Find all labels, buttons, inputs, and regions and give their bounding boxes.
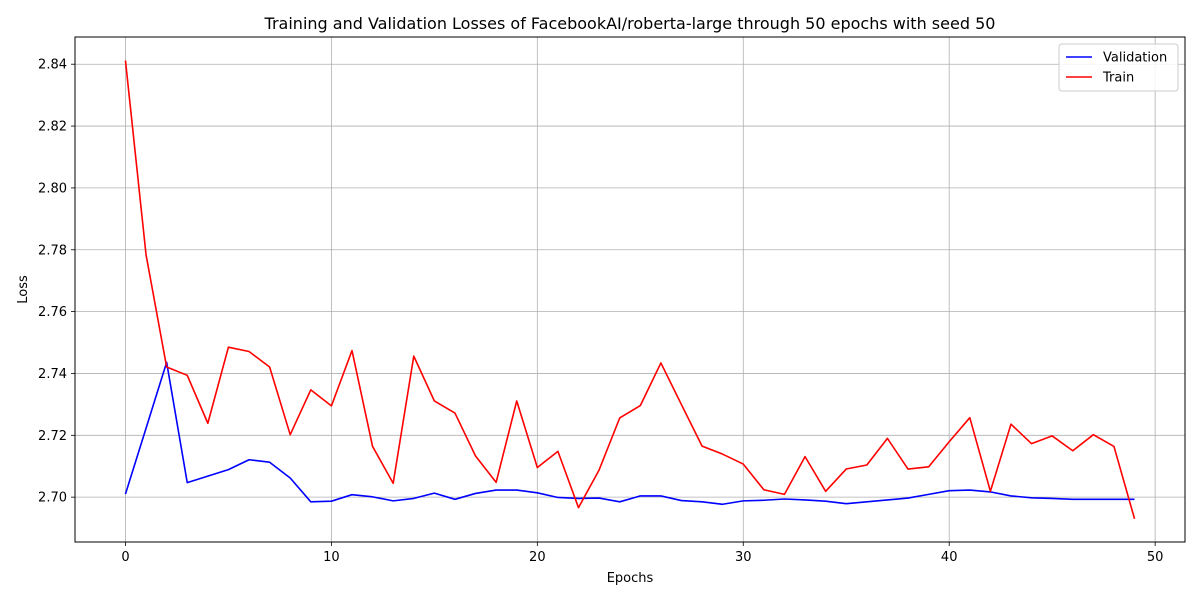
- series-line-validation: [124, 361, 1135, 506]
- x-axis-title: Epochs: [607, 571, 654, 586]
- chart-title: Training and Validation Losses of Facebo…: [264, 14, 996, 33]
- legend-box: [1058, 43, 1179, 92]
- x-tick-label: 40: [941, 550, 958, 565]
- y-tick-label: 2.72: [38, 429, 67, 444]
- x-tick-label: 20: [529, 550, 546, 565]
- x-tick-label: 30: [735, 550, 752, 565]
- legend: Validation Train: [1058, 43, 1179, 92]
- y-tick-label: 2.78: [38, 243, 67, 258]
- legend-label-train: Train: [1102, 71, 1134, 86]
- y-tick-label: 2.84: [38, 58, 67, 73]
- x-tick-label: 0: [121, 550, 129, 565]
- plot-frame: [74, 36, 1186, 543]
- grid-lines: [75, 37, 1185, 542]
- x-tick-label: 10: [323, 550, 340, 565]
- y-tick-label: 2.70: [38, 491, 67, 506]
- axis-ticks: 0 10 20 30 40 50 2.70 2.72 2.74 2.76 2.78 2.80 2.82 2…: [38, 58, 1163, 565]
- series-lines: [124, 60, 1136, 520]
- y-axis-title: Loss: [16, 275, 31, 304]
- y-tick-label: 2.82: [38, 120, 67, 135]
- y-tick-label: 2.76: [38, 305, 67, 320]
- series-line-train: [124, 60, 1136, 520]
- x-tick-label: 50: [1147, 550, 1164, 565]
- y-tick-label: 2.80: [38, 181, 67, 196]
- y-tick-label: 2.74: [38, 367, 67, 382]
- legend-label-validation: Validation: [1103, 51, 1167, 66]
